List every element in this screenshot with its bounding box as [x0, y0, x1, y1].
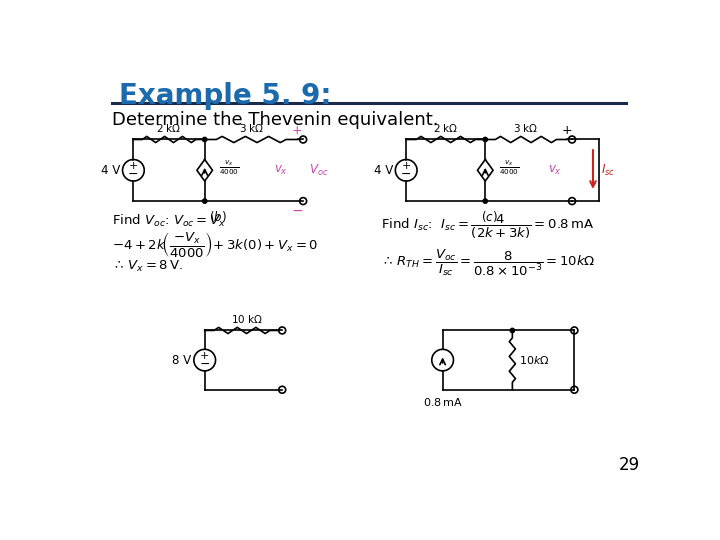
Text: 2 k$\Omega$: 2 k$\Omega$ [433, 122, 459, 134]
Text: +: + [129, 161, 138, 171]
Text: $(c)$: $(c)$ [481, 209, 498, 224]
Circle shape [202, 199, 207, 203]
Text: +: + [292, 124, 302, 137]
Text: $(b)$: $(b)$ [210, 209, 227, 224]
Text: 8 V: 8 V [172, 354, 192, 367]
Text: $\therefore\,V_x = 8\,\mathrm{V}.$: $\therefore\,V_x = 8\,\mathrm{V}.$ [112, 259, 183, 274]
Text: $v_x$: $v_x$ [274, 164, 289, 177]
Text: $\frac{v_x}{4000}$: $\frac{v_x}{4000}$ [499, 159, 520, 177]
Text: Determine the Thevenin equivalent.: Determine the Thevenin equivalent. [112, 111, 438, 129]
Text: 2 k$\Omega$: 2 k$\Omega$ [156, 122, 181, 134]
Circle shape [510, 328, 515, 333]
Text: 29: 29 [619, 456, 640, 475]
Circle shape [483, 199, 487, 203]
Text: +: + [402, 161, 411, 171]
Text: $-4 + 2k\!\left(\dfrac{-V_x}{4000}\right)\! + 3k(0) + V_x = 0$: $-4 + 2k\!\left(\dfrac{-V_x}{4000}\right… [112, 230, 318, 259]
Text: Example 5. 9:: Example 5. 9: [120, 82, 332, 110]
Text: $\frac{v_x}{4000}$: $\frac{v_x}{4000}$ [219, 159, 239, 177]
Text: 10 k$\Omega$: 10 k$\Omega$ [231, 313, 264, 325]
Text: 3 k$\Omega$: 3 k$\Omega$ [513, 122, 539, 134]
Text: −: − [128, 168, 139, 181]
Text: Find $V_{oc}$: $V_{oc} = V_x$: Find $V_{oc}$: $V_{oc} = V_x$ [112, 213, 226, 229]
Text: +: + [200, 351, 210, 361]
Text: $\therefore\,R_{TH} = \dfrac{V_{oc}}{I_{sc}} = \dfrac{8}{0.8\times10^{-3}} = 10k: $\therefore\,R_{TH} = \dfrac{V_{oc}}{I_{… [381, 247, 595, 278]
Text: −: − [401, 168, 411, 181]
Text: 3 k$\Omega$: 3 k$\Omega$ [238, 122, 264, 134]
Text: $I_{sc}$: $I_{sc}$ [600, 163, 615, 178]
Circle shape [202, 137, 207, 141]
Circle shape [483, 137, 487, 141]
Text: Find $I_{sc}$:  $I_{sc} = \dfrac{4}{(2k+3k)} = 0.8\,\mathrm{mA}$: Find $I_{sc}$: $I_{sc} = \dfrac{4}{(2k+3… [381, 213, 594, 241]
Text: 4 V: 4 V [101, 164, 120, 177]
Text: $v_x$: $v_x$ [548, 164, 562, 177]
Text: 4 V: 4 V [374, 164, 393, 177]
Text: $V_{oc}$: $V_{oc}$ [310, 163, 329, 178]
Text: −: − [199, 358, 210, 371]
Text: +: + [562, 124, 572, 137]
Text: $0.8\,\mathrm{mA}$: $0.8\,\mathrm{mA}$ [423, 396, 462, 408]
Text: $10k\Omega$: $10k\Omega$ [518, 354, 549, 366]
Text: −: − [291, 204, 302, 218]
